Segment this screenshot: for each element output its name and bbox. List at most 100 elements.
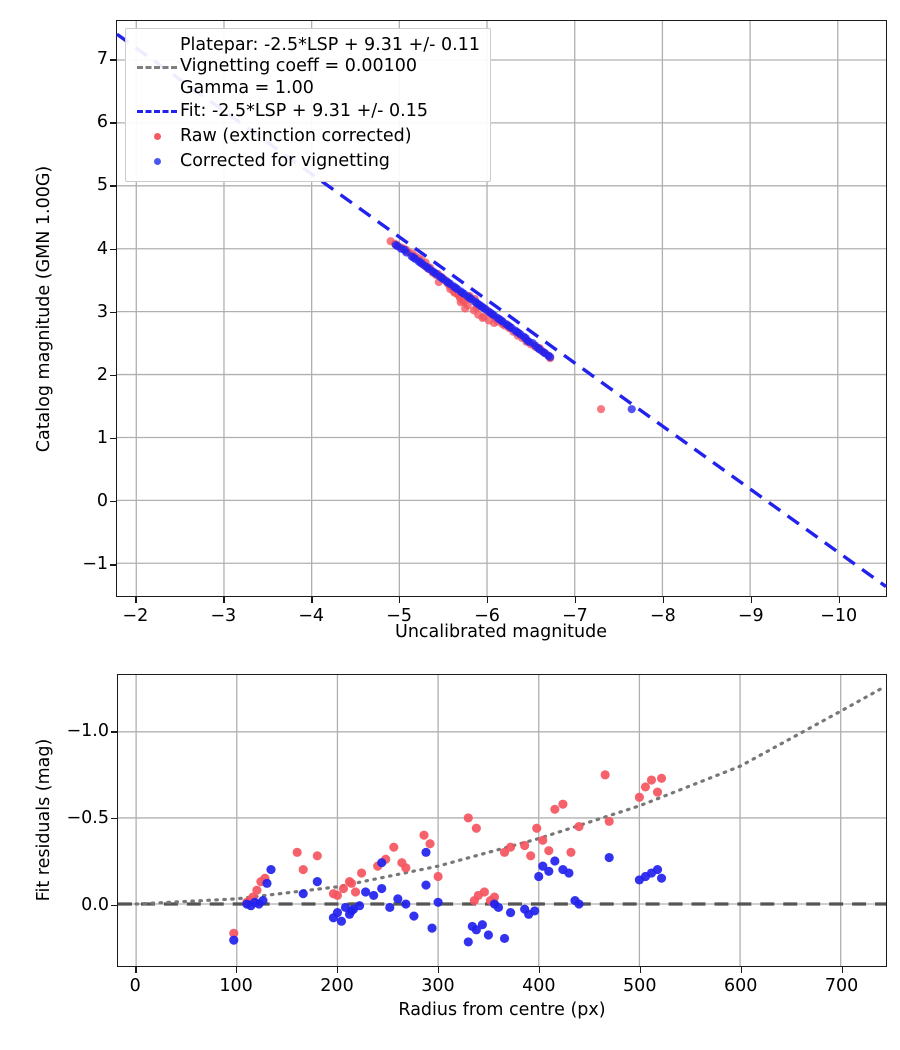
data-point	[451, 283, 460, 292]
tick-mark-y	[111, 731, 117, 733]
tick-mark-y	[110, 374, 116, 377]
data-point	[298, 889, 308, 899]
data-point	[332, 890, 343, 900]
data-point	[505, 842, 516, 852]
legend-label-vignetting-coeff: Vignetting coeff = 0.00100	[180, 56, 418, 77]
legend-label-gamma: Gamma = 1.00	[180, 77, 314, 98]
tick-mark-x	[437, 967, 440, 973]
data-point	[409, 253, 418, 262]
tick-mark-x	[838, 597, 841, 603]
data-point	[530, 906, 540, 916]
data-point	[471, 823, 481, 833]
data-point	[338, 883, 349, 894]
tick-mark-y	[110, 564, 116, 566]
data-point	[229, 935, 239, 945]
data-point	[377, 858, 387, 868]
data-point	[532, 823, 542, 833]
legend-label-raw: Raw (extinction corrected)	[180, 125, 412, 146]
data-point	[385, 902, 395, 913]
data-point	[489, 892, 500, 902]
scatter-series	[229, 770, 667, 938]
bottom-tick-x: 0	[129, 976, 141, 996]
data-point	[656, 873, 667, 883]
data-point	[520, 840, 530, 851]
bottom-tick-x: 400	[522, 976, 556, 996]
legend-row-raw: Raw (extinction corrected)	[134, 124, 480, 149]
legend-row-corrected: Corrected for vignetting	[134, 149, 480, 174]
tick-mark-x	[399, 597, 401, 603]
data-point	[393, 894, 403, 904]
top-tick-x: −8	[649, 606, 676, 626]
data-point	[354, 901, 365, 911]
tick-mark-x	[135, 967, 137, 973]
data-point	[336, 916, 347, 926]
data-point	[433, 871, 443, 882]
data-point	[312, 851, 322, 861]
data-point	[600, 770, 610, 780]
data-point	[564, 868, 574, 878]
legend-key-red-dot	[134, 133, 180, 141]
tick-mark-x	[574, 597, 577, 603]
data-point	[427, 923, 437, 933]
tick-mark-x	[538, 967, 541, 973]
tick-mark-x	[236, 967, 238, 973]
data-point	[419, 830, 429, 840]
tick-mark-y	[110, 311, 116, 314]
data-point	[425, 839, 435, 849]
data-point	[523, 336, 532, 345]
tick-mark-y	[111, 904, 117, 906]
data-point	[505, 908, 516, 918]
top-tick-x: −4	[298, 606, 325, 626]
data-point	[458, 288, 467, 297]
data-point	[550, 856, 560, 866]
data-point	[634, 792, 644, 802]
legend-platepar-lines: Platepar: -2.5*LSP + 9.31 +/- 0.11 Vigne…	[180, 35, 480, 99]
bottom-tick-y: 0.0	[81, 894, 109, 915]
gray-dashed-line-icon	[137, 65, 177, 69]
data-point	[346, 906, 357, 916]
data-point	[574, 899, 584, 909]
bottom-tick-x: 500	[623, 976, 657, 996]
legend-label-platepar: Platepar: -2.5*LSP + 9.31 +/- 0.11	[180, 35, 480, 55]
top-tick-x: −2	[122, 606, 149, 626]
data-point	[298, 865, 308, 875]
data-point	[558, 799, 568, 809]
data-point	[550, 804, 560, 814]
data-point	[292, 847, 302, 857]
red-dot-icon	[153, 133, 161, 141]
scatter-series	[229, 847, 667, 947]
data-point	[229, 928, 239, 938]
top-tick-x: −7	[562, 606, 588, 626]
tick-mark-y	[110, 59, 116, 61]
tick-mark-x	[311, 597, 313, 603]
data-point	[627, 405, 636, 414]
top-tick-y: 4	[96, 238, 108, 259]
tick-mark-x	[337, 967, 339, 973]
tick-mark-y	[110, 437, 116, 440]
tick-mark-x	[750, 597, 753, 603]
top-tick-x: −9	[737, 606, 764, 626]
data-point	[499, 847, 510, 857]
data-point	[483, 930, 494, 940]
data-point	[544, 866, 554, 876]
top-tick-x: −5	[386, 606, 412, 626]
data-point	[604, 852, 614, 863]
data-point	[512, 327, 521, 336]
top-tick-x: −10	[820, 606, 858, 626]
top-tick-y: 3	[96, 301, 108, 322]
plot-line	[116, 32, 887, 588]
top-tick-y: 7	[96, 49, 108, 70]
data-point	[495, 315, 504, 324]
data-point	[421, 880, 431, 890]
tick-mark-y	[110, 501, 116, 503]
residuals-plot-canvas	[118, 675, 886, 966]
legend-key-gray-dashed	[134, 65, 180, 69]
data-point	[421, 847, 431, 857]
data-point	[646, 775, 657, 785]
data-point	[463, 813, 473, 823]
data-point	[377, 883, 387, 894]
data-point	[401, 863, 411, 873]
tick-mark-x	[841, 967, 843, 973]
data-point	[471, 925, 481, 935]
data-point	[262, 878, 272, 888]
